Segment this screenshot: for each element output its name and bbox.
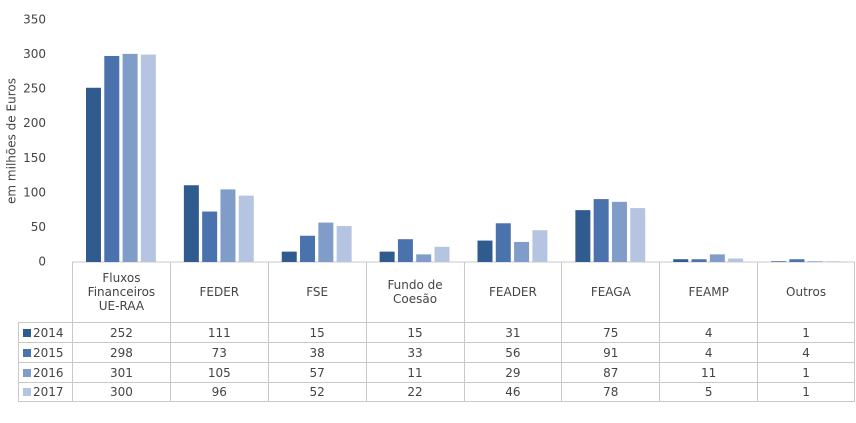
bar	[789, 259, 805, 262]
bar	[514, 241, 530, 262]
table-cell: 73	[169, 342, 268, 362]
bar	[122, 53, 138, 262]
bar	[281, 251, 297, 262]
table-cell: 1	[757, 382, 855, 402]
table-cell: 111	[169, 322, 268, 342]
bar	[300, 235, 316, 262]
table-cell: 15	[365, 322, 464, 342]
bar	[220, 189, 236, 262]
category-label: FEAGA	[561, 262, 659, 322]
table-cell: 4	[757, 342, 855, 362]
bar	[593, 199, 609, 262]
legend-swatch	[23, 348, 31, 357]
category-label: Outros	[757, 262, 855, 322]
table-cell: 33	[365, 342, 464, 362]
y-tick-label: 50	[31, 220, 46, 234]
bar	[183, 185, 199, 262]
y-tick-label: 0	[38, 255, 46, 269]
category-label: FEDER	[169, 262, 268, 322]
table-cell: 252	[72, 322, 170, 342]
table-cell: 4	[659, 342, 758, 362]
table-cell: 75	[561, 322, 660, 342]
table-cell: 298	[72, 342, 170, 362]
table-cell: 1	[757, 322, 855, 342]
table-cell: 57	[267, 362, 366, 382]
bar	[238, 195, 254, 262]
table-cell: 78	[561, 382, 660, 402]
bar	[611, 201, 627, 262]
table-cell: 38	[267, 342, 366, 362]
bar	[397, 239, 413, 262]
table-cell: 46	[463, 382, 562, 402]
bar	[630, 208, 646, 262]
bar	[673, 259, 689, 262]
bar	[379, 251, 395, 262]
legend-label: 2015	[33, 345, 64, 360]
y-tick-label: 250	[23, 82, 46, 96]
legend-swatch	[23, 388, 31, 396]
table-cell: 300	[72, 382, 170, 402]
table-cell: 1	[757, 362, 855, 382]
bar	[477, 240, 493, 262]
table-cell: 96	[169, 382, 268, 402]
legend-entry: 2016	[18, 362, 72, 382]
legend-swatch	[23, 328, 31, 337]
bar	[771, 261, 787, 262]
bar	[807, 261, 823, 262]
bar	[495, 223, 511, 262]
table-cell: 31	[463, 322, 562, 342]
bar	[202, 211, 218, 262]
bar	[826, 261, 842, 262]
bar	[709, 254, 725, 262]
category-label: FEADER	[463, 262, 562, 322]
table-cell: 4	[659, 322, 758, 342]
legend-label: 2017	[33, 385, 64, 399]
table-cell: 29	[463, 362, 562, 382]
table-cell: 11	[659, 362, 758, 382]
bar	[532, 230, 548, 262]
bar	[691, 259, 707, 262]
bar	[318, 222, 334, 262]
category-label: Fluxos Financeiros UE-RAA	[72, 262, 170, 322]
table-cell: 11	[365, 362, 464, 382]
table-cell: 22	[365, 382, 464, 402]
legend-entry: 2014	[18, 322, 72, 342]
y-axis-label: em milhões de Euros	[5, 78, 19, 204]
y-tick-label: 300	[23, 47, 46, 61]
bar	[104, 55, 120, 262]
category-label: FSE	[267, 262, 366, 322]
legend-label: 2014	[33, 325, 64, 340]
bar	[575, 210, 591, 262]
y-tick-label: 200	[23, 116, 46, 130]
bar	[85, 87, 101, 262]
y-tick-label: 350	[23, 13, 46, 27]
table-cell: 87	[561, 362, 660, 382]
table-cell: 301	[72, 362, 170, 382]
category-label: FEAMP	[659, 262, 757, 322]
bar	[416, 254, 432, 262]
y-tick-label: 150	[23, 151, 46, 165]
legend-swatch	[23, 368, 31, 377]
bar	[434, 246, 450, 262]
table-cell: 15	[267, 322, 366, 342]
table-cell: 105	[169, 362, 268, 382]
bar	[336, 226, 352, 262]
category-label: Fundo de Coesão	[365, 262, 464, 322]
table-cell: 52	[267, 382, 366, 402]
table-cell: 91	[561, 342, 660, 362]
bar	[728, 258, 744, 262]
y-tick-label: 100	[23, 185, 46, 199]
table-cell: 5	[659, 382, 758, 402]
bar	[140, 54, 156, 263]
legend-label: 2016	[33, 365, 64, 380]
legend-entry: 2017	[18, 382, 72, 402]
table-cell: 56	[463, 342, 562, 362]
legend-entry: 2015	[18, 342, 72, 362]
